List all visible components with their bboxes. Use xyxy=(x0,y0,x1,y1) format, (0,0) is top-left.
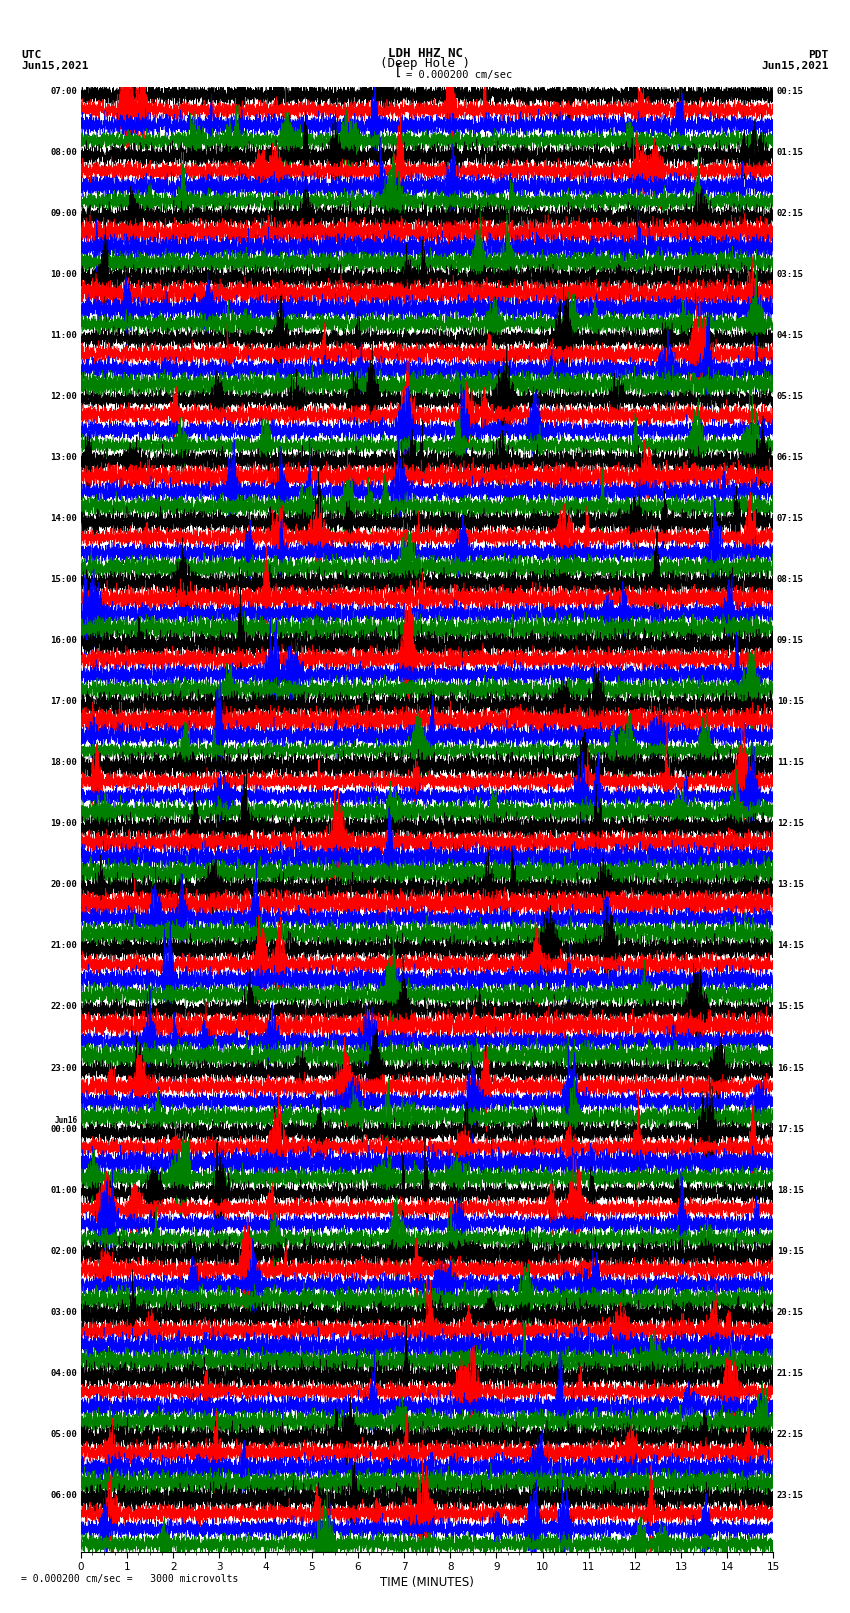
Text: UTC: UTC xyxy=(21,50,42,60)
Text: 04:00: 04:00 xyxy=(50,1368,77,1378)
Text: 09:15: 09:15 xyxy=(777,637,804,645)
Text: 02:15: 02:15 xyxy=(777,210,804,218)
Text: 05:15: 05:15 xyxy=(777,392,804,402)
Text: 16:00: 16:00 xyxy=(50,637,77,645)
Text: 22:15: 22:15 xyxy=(777,1429,804,1439)
Text: LDH HHZ NC: LDH HHZ NC xyxy=(388,47,462,60)
Text: 06:00: 06:00 xyxy=(50,1490,77,1500)
Text: (Deep Hole ): (Deep Hole ) xyxy=(380,56,470,71)
Text: 09:00: 09:00 xyxy=(50,210,77,218)
Text: 21:15: 21:15 xyxy=(777,1368,804,1378)
Text: Jun15,2021: Jun15,2021 xyxy=(21,61,88,71)
Text: 18:00: 18:00 xyxy=(50,758,77,768)
Text: 05:00: 05:00 xyxy=(50,1429,77,1439)
Text: 11:00: 11:00 xyxy=(50,331,77,340)
Text: 07:00: 07:00 xyxy=(50,87,77,97)
Text: 15:15: 15:15 xyxy=(777,1003,804,1011)
Text: 06:15: 06:15 xyxy=(777,453,804,463)
Text: 01:15: 01:15 xyxy=(777,148,804,156)
Text: 19:15: 19:15 xyxy=(777,1247,804,1255)
Text: 23:00: 23:00 xyxy=(50,1063,77,1073)
Text: 00:00: 00:00 xyxy=(50,1124,77,1134)
Text: 20:15: 20:15 xyxy=(777,1308,804,1316)
Text: Jun15,2021: Jun15,2021 xyxy=(762,61,829,71)
X-axis label: TIME (MINUTES): TIME (MINUTES) xyxy=(380,1576,474,1589)
Text: 10:00: 10:00 xyxy=(50,271,77,279)
Text: PDT: PDT xyxy=(808,50,829,60)
Text: = 0.000200 cm/sec: = 0.000200 cm/sec xyxy=(406,69,513,79)
Text: 01:00: 01:00 xyxy=(50,1186,77,1195)
Text: 20:00: 20:00 xyxy=(50,881,77,889)
Text: 07:15: 07:15 xyxy=(777,515,804,523)
Text: 23:15: 23:15 xyxy=(777,1490,804,1500)
Text: 18:15: 18:15 xyxy=(777,1186,804,1195)
Text: 08:00: 08:00 xyxy=(50,148,77,156)
Text: 19:00: 19:00 xyxy=(50,819,77,829)
Text: = 0.000200 cm/sec =   3000 microvolts: = 0.000200 cm/sec = 3000 microvolts xyxy=(21,1574,239,1584)
Text: 16:15: 16:15 xyxy=(777,1063,804,1073)
Text: 14:15: 14:15 xyxy=(777,942,804,950)
Text: Jun16: Jun16 xyxy=(54,1116,77,1126)
Text: 04:15: 04:15 xyxy=(777,331,804,340)
Text: 13:15: 13:15 xyxy=(777,881,804,889)
Text: 21:00: 21:00 xyxy=(50,942,77,950)
Text: 15:00: 15:00 xyxy=(50,576,77,584)
Text: 17:00: 17:00 xyxy=(50,697,77,706)
Text: 02:00: 02:00 xyxy=(50,1247,77,1255)
Text: 10:15: 10:15 xyxy=(777,697,804,706)
Text: 17:15: 17:15 xyxy=(777,1124,804,1134)
Text: 14:00: 14:00 xyxy=(50,515,77,523)
Text: 03:15: 03:15 xyxy=(777,271,804,279)
Text: 08:15: 08:15 xyxy=(777,576,804,584)
Text: 12:15: 12:15 xyxy=(777,819,804,829)
Text: [: [ xyxy=(394,63,402,77)
Text: 03:00: 03:00 xyxy=(50,1308,77,1316)
Text: 13:00: 13:00 xyxy=(50,453,77,463)
Text: 11:15: 11:15 xyxy=(777,758,804,768)
Text: 22:00: 22:00 xyxy=(50,1003,77,1011)
Text: 12:00: 12:00 xyxy=(50,392,77,402)
Text: 00:15: 00:15 xyxy=(777,87,804,97)
